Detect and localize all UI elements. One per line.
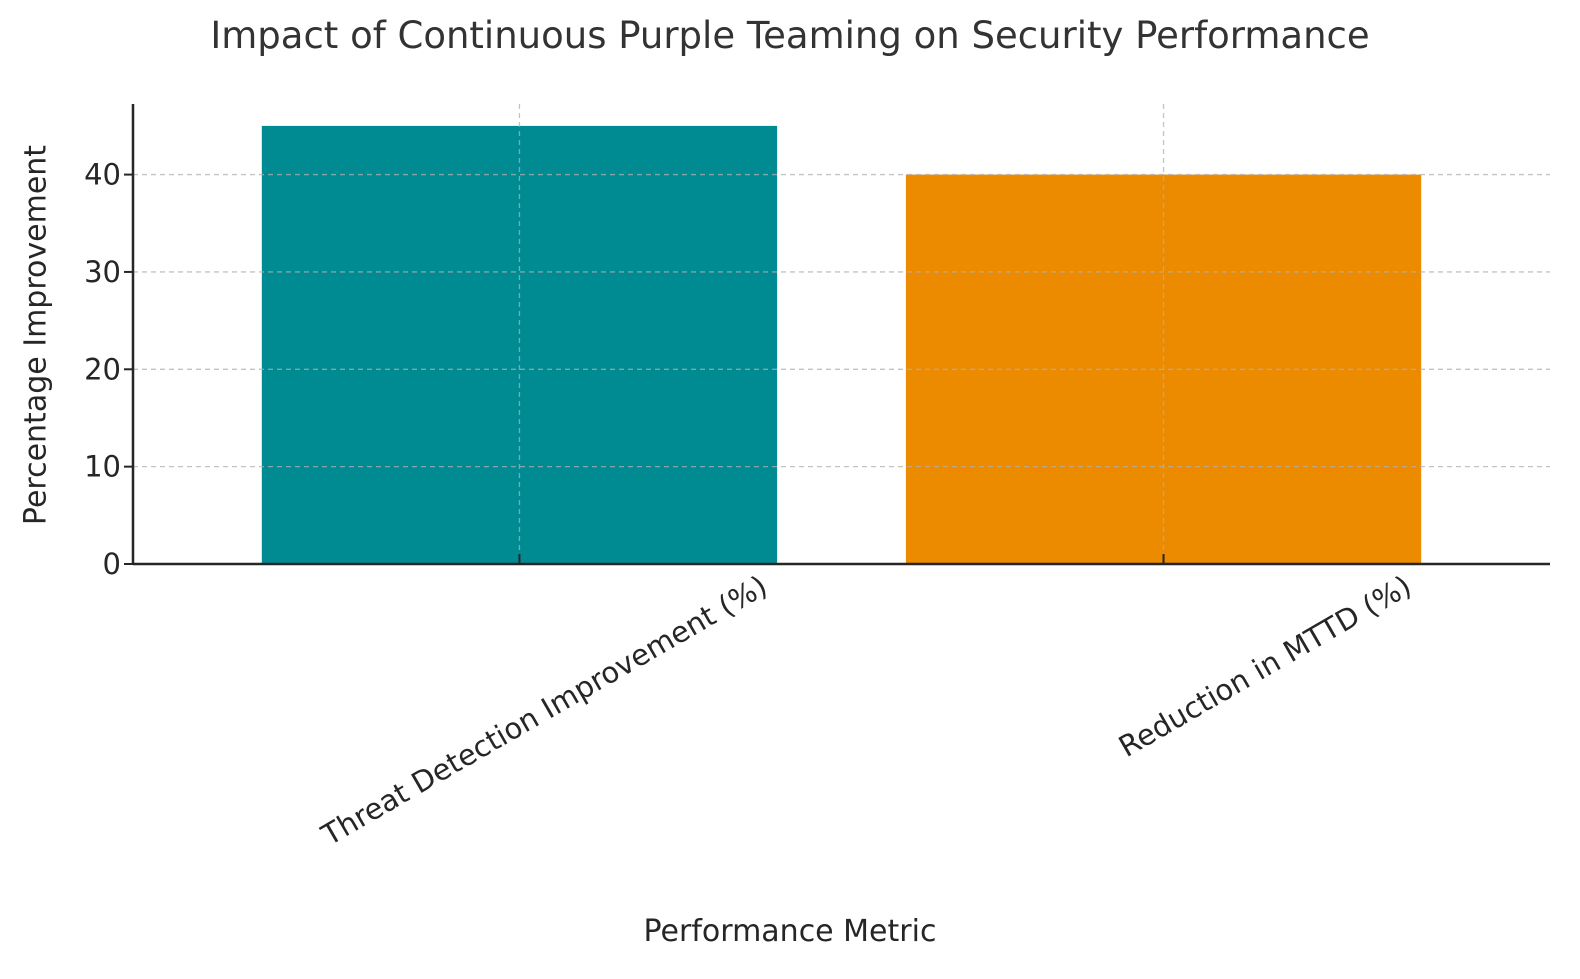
y-tick-label-2: 20 — [84, 352, 121, 386]
x-tick-label-0: Threat Detection Improvement (%) — [315, 569, 773, 853]
bars-layer — [261, 125, 1422, 565]
y-tick-label-0: 0 — [103, 547, 121, 581]
y-tick-label-1: 10 — [84, 450, 121, 484]
grid-layer — [133, 104, 1550, 565]
axes-layer — [124, 104, 1550, 566]
y-tick-label-3: 30 — [84, 255, 121, 289]
chart-title: Impact of Continuous Purple Teaming on S… — [210, 14, 1370, 57]
bar-0 — [261, 125, 778, 565]
y-tick-label-4: 40 — [84, 158, 121, 192]
x-axis-label: Performance Metric — [643, 914, 937, 949]
x-tick-label-1: Reduction in MTTD (%) — [1113, 569, 1417, 764]
